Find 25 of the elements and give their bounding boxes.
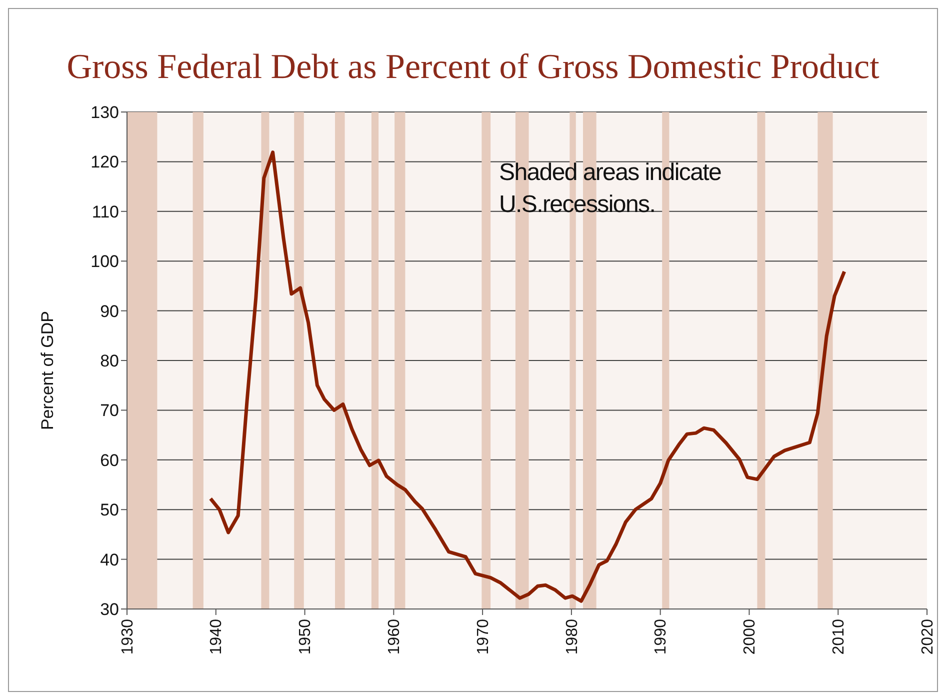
y-tick-label: 60 bbox=[100, 450, 119, 470]
y-tick-label: 90 bbox=[100, 302, 119, 321]
x-tick-label: 1980 bbox=[564, 618, 581, 655]
x-tick-label: 1940 bbox=[208, 618, 226, 655]
x-tick-label: 1990 bbox=[652, 618, 670, 655]
line-series bbox=[208, 150, 846, 603]
y-axis-title: Percent of GDP bbox=[38, 310, 58, 430]
x-tick-label: 2020 bbox=[919, 618, 936, 655]
y-tick-label: 50 bbox=[100, 500, 119, 520]
y-tick-label: 40 bbox=[100, 550, 119, 570]
x-tick-label: 1930 bbox=[119, 618, 136, 655]
y-tick-label: 80 bbox=[100, 352, 119, 371]
y-tick-label: 120 bbox=[90, 152, 119, 172]
x-tick-label: 1960 bbox=[386, 618, 404, 655]
x-tick-label: 2010 bbox=[830, 618, 848, 655]
annotation: Shaded areas indicate U.S.recessions. bbox=[499, 158, 722, 220]
y-tick-label: 110 bbox=[92, 202, 119, 222]
x-tick-label: 2000 bbox=[742, 618, 759, 655]
chart-title: Gross Federal Debt as Percent of Gross Domestic Product bbox=[66, 47, 880, 87]
y-tick-label: 130 bbox=[90, 103, 119, 122]
y-tick-label: 70 bbox=[100, 401, 119, 420]
x-tick-label: 1970 bbox=[474, 618, 492, 655]
y-tick-label: 30 bbox=[100, 600, 119, 620]
y-tick-label: 100 bbox=[90, 252, 119, 272]
x-tick-label: 1950 bbox=[297, 618, 314, 655]
